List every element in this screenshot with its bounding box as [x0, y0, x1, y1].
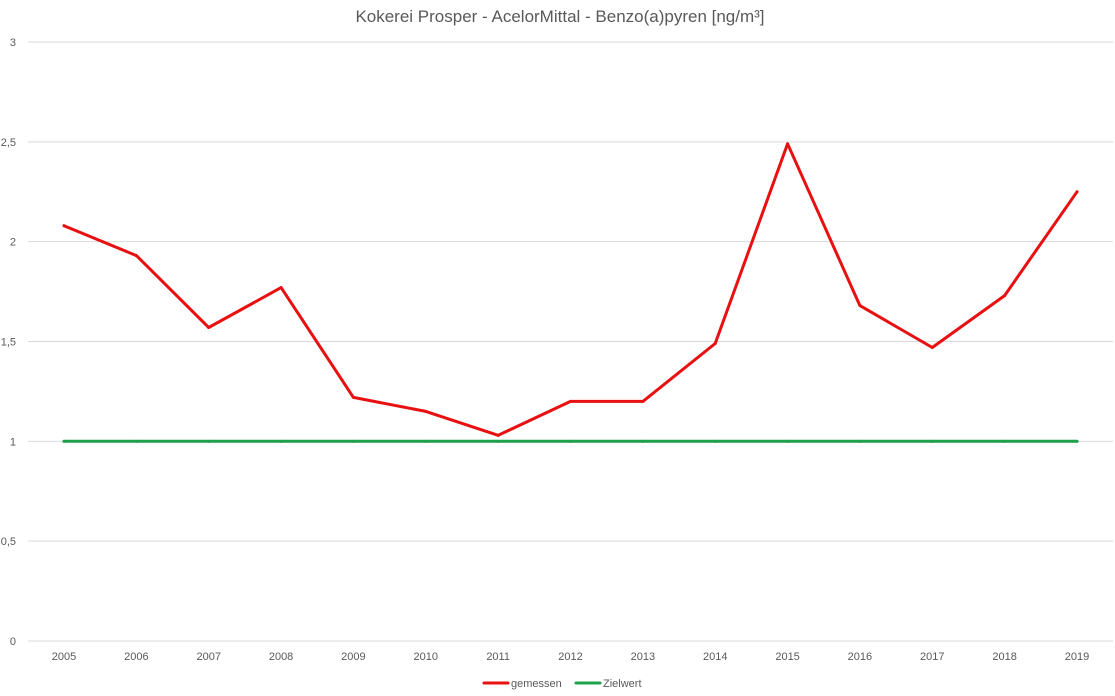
x-tick-label: 2014: [703, 651, 727, 663]
data-point: [569, 399, 572, 403]
x-tick-label: 2006: [124, 651, 148, 663]
data-point: [786, 142, 790, 146]
y-tick-label: 2,5: [1, 137, 16, 149]
data-point: [496, 433, 500, 437]
data-point: [134, 439, 138, 443]
y-tick-label: 2: [10, 237, 16, 249]
x-tick-label: 2013: [631, 651, 655, 663]
data-point: [496, 439, 500, 443]
x-tick-label: 2007: [196, 651, 220, 663]
data-point: [279, 286, 283, 290]
x-tick-label: 2015: [775, 651, 799, 663]
data-point: [62, 224, 66, 228]
data-point: [713, 341, 717, 345]
legend-label: Zielwert: [603, 678, 642, 690]
data-point: [930, 345, 934, 349]
y-tick-label: 1,5: [1, 337, 16, 349]
x-tick-label: 2005: [52, 651, 76, 663]
data-point: [424, 409, 428, 413]
data-point: [279, 439, 283, 443]
y-tick-label: 3: [10, 37, 16, 49]
legend: gemessen Zielwert: [482, 678, 642, 690]
y-tick-label: 0,5: [1, 536, 16, 548]
series-line-gemessen: [62, 142, 1079, 437]
data-point: [1003, 294, 1007, 298]
data-point: [786, 439, 790, 443]
data-point: [207, 439, 211, 443]
data-point: [424, 439, 428, 443]
data-point: [207, 326, 211, 330]
x-tick-label: 2016: [848, 651, 872, 663]
gridlines: [28, 41, 1113, 642]
data-point: [62, 439, 66, 443]
x-tick-label: 2012: [558, 651, 582, 663]
data-point: [1075, 190, 1079, 194]
chart-title: Kokerei Prosper - AcelorMittal - Benzo(a…: [355, 7, 764, 26]
x-tick-label: 2019: [1065, 651, 1089, 663]
data-point: [713, 439, 717, 443]
y-axis-tick-labels: 0 0,5 1 1,5 2 2,5 3: [1, 37, 16, 648]
data-point: [858, 439, 862, 443]
data-point: [641, 439, 645, 443]
x-axis-tick-labels: 2005 2006 2007 2008 2009 2010 2011 2012 2013 2014…: [52, 651, 1089, 663]
y-tick-label: 0: [10, 636, 16, 648]
data-point: [930, 439, 934, 443]
x-tick-label: 2011: [486, 651, 510, 663]
legend-label: gemessen: [511, 678, 562, 690]
x-tick-label: 2008: [269, 651, 293, 663]
x-tick-label: 2018: [992, 651, 1016, 663]
data-point: [641, 399, 645, 403]
data-point: [858, 304, 862, 308]
data-point: [351, 439, 355, 443]
y-tick-label: 1: [10, 436, 16, 448]
series-lines: [62, 142, 1079, 443]
data-point: [1003, 439, 1007, 443]
data-point: [134, 254, 138, 258]
x-tick-label: 2009: [341, 651, 365, 663]
x-tick-label: 2010: [414, 651, 438, 663]
data-point: [351, 395, 355, 399]
data-point: [569, 439, 572, 443]
data-point: [1075, 439, 1079, 443]
x-tick-label: 2017: [920, 651, 944, 663]
